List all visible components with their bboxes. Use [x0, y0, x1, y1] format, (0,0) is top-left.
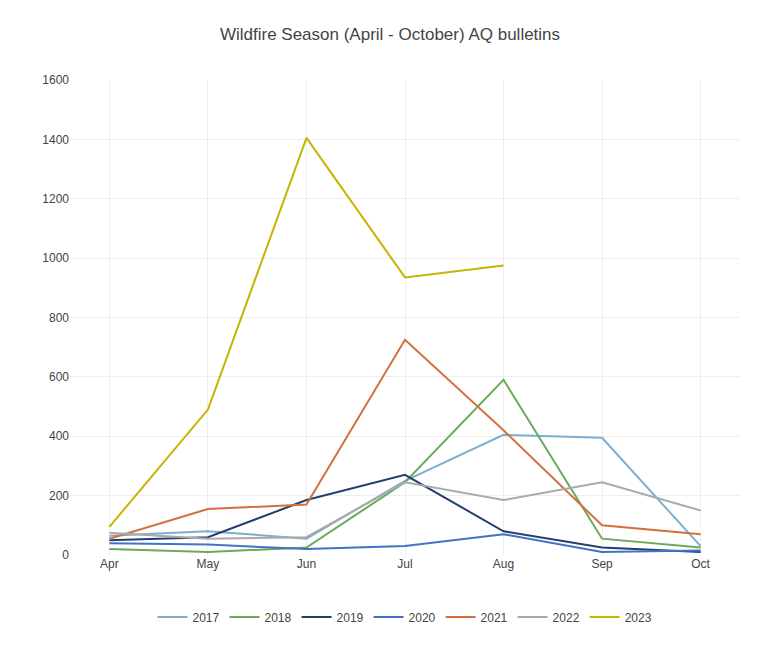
svg-text:1200: 1200: [42, 192, 69, 206]
svg-text:Aug: Aug: [493, 557, 514, 571]
svg-text:Jul: Jul: [397, 557, 412, 571]
svg-text:2018: 2018: [265, 611, 292, 625]
svg-text:2017: 2017: [193, 611, 220, 625]
svg-text:Apr: Apr: [100, 557, 119, 571]
svg-text:2022: 2022: [553, 611, 580, 625]
svg-text:800: 800: [49, 311, 69, 325]
svg-text:2020: 2020: [409, 611, 436, 625]
svg-text:400: 400: [49, 429, 69, 443]
svg-text:2019: 2019: [337, 611, 364, 625]
svg-text:2021: 2021: [481, 611, 508, 625]
svg-text:1000: 1000: [42, 251, 69, 265]
svg-text:Oct: Oct: [691, 557, 710, 571]
svg-text:1400: 1400: [42, 133, 69, 147]
svg-text:Wildfire Season (April - Octob: Wildfire Season (April - October) AQ bul…: [220, 25, 560, 44]
svg-text:600: 600: [49, 370, 69, 384]
svg-text:May: May: [197, 557, 220, 571]
svg-text:0: 0: [62, 548, 69, 562]
svg-text:Sep: Sep: [591, 557, 613, 571]
svg-text:200: 200: [49, 489, 69, 503]
svg-text:1600: 1600: [42, 73, 69, 87]
svg-text:2023: 2023: [625, 611, 652, 625]
svg-text:Jun: Jun: [297, 557, 316, 571]
